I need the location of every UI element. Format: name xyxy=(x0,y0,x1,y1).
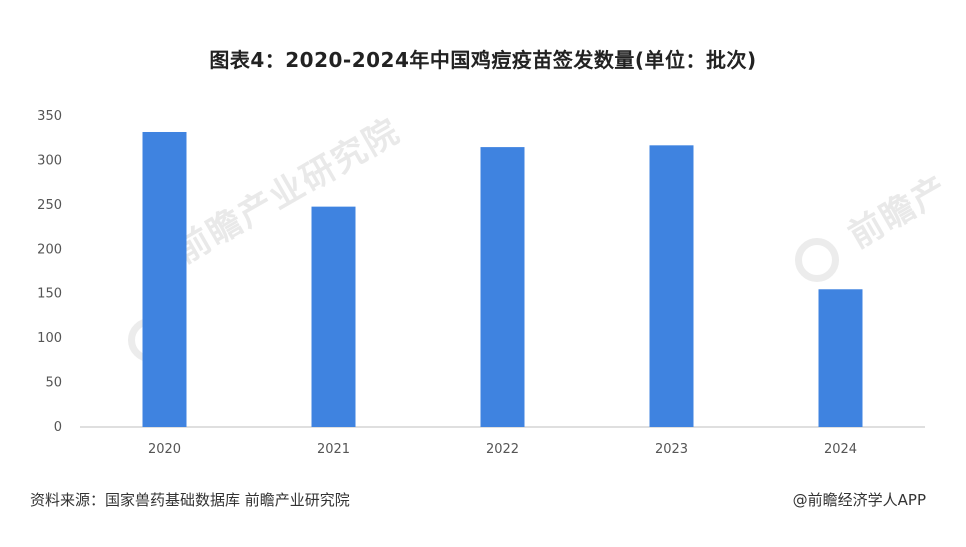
bar-2020 xyxy=(142,131,187,427)
x-axis-ticks: 2020 2021 2022 2023 2024 xyxy=(148,442,857,457)
y-tick-label: 250 xyxy=(37,198,62,213)
bar-2024 xyxy=(818,289,863,427)
x-tick-label: 2023 xyxy=(655,442,688,457)
y-tick-label: 200 xyxy=(37,242,62,257)
bar-2023 xyxy=(649,145,694,427)
y-axis-ticks: 0 50 100 150 200 250 300 350 xyxy=(37,109,62,435)
x-tick-label: 2022 xyxy=(486,442,519,457)
y-tick-label: 50 xyxy=(45,376,62,391)
y-tick-label: 350 xyxy=(37,109,62,124)
chart-title: 图表4：2020-2024年中国鸡痘疫苗签发数量(单位：批次) xyxy=(209,48,757,72)
y-tick-label: 150 xyxy=(37,287,62,302)
bar-2021 xyxy=(311,206,356,427)
x-tick-label: 2021 xyxy=(317,442,350,457)
y-tick-label: 100 xyxy=(37,331,62,346)
y-tick-label: 300 xyxy=(37,153,62,168)
y-tick-label: 0 xyxy=(54,420,62,435)
x-tick-label: 2024 xyxy=(824,442,857,457)
source-note: 资料来源：国家兽药基础数据库 前瞻产业研究院 xyxy=(30,491,350,509)
credit-note: @前瞻经济学人APP xyxy=(792,491,926,509)
bar-2022 xyxy=(480,147,525,427)
x-tick-label: 2020 xyxy=(148,442,181,457)
bars-group xyxy=(142,131,863,427)
